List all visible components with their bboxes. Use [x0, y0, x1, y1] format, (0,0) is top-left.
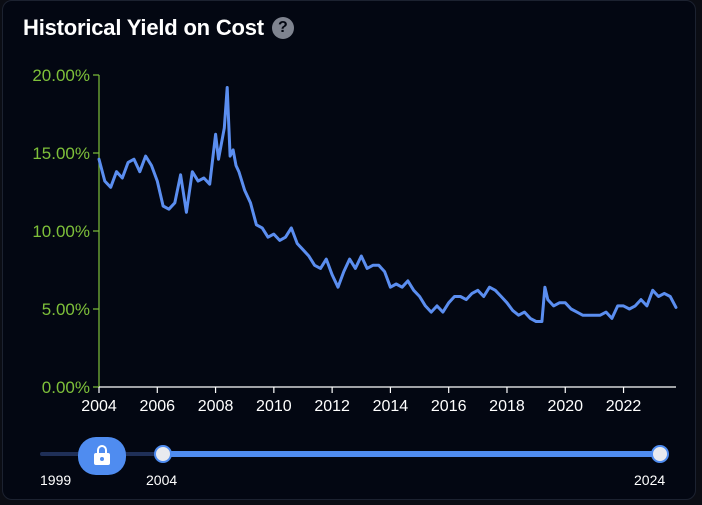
x-tick-label: 2014 [373, 398, 409, 415]
y-tick-label: 20.00% [32, 66, 90, 85]
lock-icon [94, 445, 110, 465]
range-end-handle[interactable] [651, 445, 669, 463]
x-tick-label: 2008 [198, 398, 234, 415]
y-tick-label: 10.00% [32, 222, 90, 241]
x-tick-label: 2004 [81, 398, 117, 415]
card-header: Historical Yield on Cost ? [23, 15, 294, 41]
chart-title: Historical Yield on Cost [23, 15, 264, 40]
slider-min-label: 1999 [40, 472, 72, 488]
x-tick-label: 2012 [314, 398, 350, 415]
slider-start-label: 2004 [146, 472, 178, 488]
x-tick-label: 2010 [256, 398, 292, 415]
range-start-handle[interactable] [154, 445, 172, 463]
slider-selected-range[interactable] [163, 451, 661, 457]
x-tick-label: 2018 [489, 398, 525, 415]
lock-button[interactable] [78, 437, 126, 475]
x-tick-label: 2016 [431, 398, 467, 415]
y-tick-label: 15.00% [32, 144, 90, 163]
y-tick-label: 0.00% [42, 378, 90, 397]
slider-end-label: 2024 [634, 472, 666, 488]
x-tick-label: 2022 [606, 398, 642, 415]
question-circle-icon[interactable]: ? [271, 17, 294, 39]
y-tick-label: 5.00% [42, 300, 90, 319]
x-tick-label: 2006 [139, 398, 175, 415]
yield-on-cost-card: Historical Yield on Cost ? [2, 0, 696, 500]
yield-series-line [97, 86, 678, 323]
x-tick-label: 2020 [547, 398, 583, 415]
